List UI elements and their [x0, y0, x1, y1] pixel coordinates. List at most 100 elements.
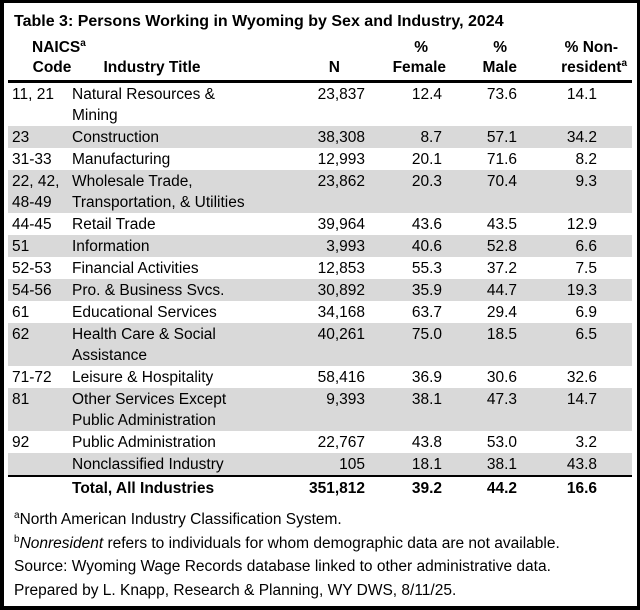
cell-naics-code: [8, 453, 72, 476]
table-row: 44-45 Retail Trade 39,964 43.6 43.5 12.9: [8, 213, 632, 235]
cell-pct-nonresident: 14.1: [566, 86, 597, 103]
table-row: 31-33 Manufacturing 12,993 20.1 71.6 8.2: [8, 148, 632, 170]
table-row: 51 Information 3,993 40.6 52.8 6.6: [8, 235, 632, 257]
cell-n: 12,993: [317, 151, 365, 168]
cell-n: 34,168: [317, 304, 365, 321]
cell-pct-female: 43.8: [411, 434, 442, 451]
cell-industry-title: Financial Activities: [72, 260, 199, 277]
cell-pct-male: 43.5: [486, 216, 517, 233]
cell-n: 39,964: [317, 216, 365, 233]
cell-pct-nonresident: 16.6: [566, 480, 597, 497]
table-row: 61 Educational Services 34,168 63.7 29.4…: [8, 301, 632, 323]
cell-pct-female: 35.9: [411, 282, 442, 299]
cell-pct-nonresident: 34.2: [566, 129, 597, 146]
cell-n: 30,892: [317, 282, 365, 299]
cell-pct-nonresident: 6.5: [575, 326, 597, 343]
cell-pct-female: 20.1: [411, 151, 442, 168]
cell-n: 3,993: [326, 238, 365, 255]
cell-pct-female: 63.7: [411, 304, 442, 321]
cell-n: 351,812: [308, 480, 365, 497]
cell-pct-nonresident: 12.9: [566, 216, 597, 233]
cell-pct-male: 44.2: [486, 480, 517, 497]
cell-pct-nonresident: 6.6: [575, 238, 597, 255]
cell-pct-male: 47.3: [486, 391, 517, 408]
cell-naics-code: 22, 42, 48-49: [12, 173, 60, 211]
footnote-line: bNonresident refers to individuals for w…: [14, 533, 560, 552]
table-row: 81 Other Services Except Public Administ…: [8, 388, 632, 431]
cell-naics-code: 51: [12, 238, 30, 255]
table-row: 54-56 Pro. & Business Svcs. 30,892 35.9 …: [8, 279, 632, 301]
cell-n: 105: [339, 456, 365, 473]
table-header: NAICSa Code Industry Title N % Female %: [8, 38, 632, 82]
cell-n: 23,862: [317, 173, 365, 190]
table-row: 52-53 Financial Activities 12,853 55.3 3…: [8, 257, 632, 279]
cell-pct-female: 8.7: [420, 129, 442, 146]
cell-industry-title: Educational Services: [72, 304, 217, 321]
cell-industry-title: Retail Trade: [72, 216, 156, 233]
cell-pct-nonresident: 8.2: [575, 151, 597, 168]
cell-pct-nonresident: 6.9: [575, 304, 597, 321]
cell-pct-nonresident: 19.3: [566, 282, 597, 299]
cell-pct-nonresident: 43.8: [566, 456, 597, 473]
cell-pct-female: 43.6: [411, 216, 442, 233]
cell-naics-code: 11, 21: [12, 86, 54, 103]
cell-pct-male: 52.8: [486, 238, 517, 255]
cell-pct-male: 38.1: [486, 456, 517, 473]
cell-pct-female: 55.3: [411, 260, 442, 277]
cell-industry-title: Other Services Except Public Administrat…: [72, 391, 227, 429]
table-row: Nonclassified Industry 105 18.1 38.1 43.…: [8, 453, 632, 476]
cell-naics-code: 54-56: [12, 282, 52, 299]
cell-pct-male: 30.6: [486, 369, 517, 386]
cell-n: 40,261: [317, 326, 365, 343]
cell-industry-title: Information: [72, 238, 150, 255]
cell-industry-title: Pro. & Business Svcs.: [72, 282, 225, 299]
cell-n: 58,416: [317, 369, 365, 386]
cell-pct-male: 57.1: [486, 129, 517, 146]
cell-pct-male: 71.6: [486, 151, 517, 168]
cell-industry-title: Wholesale Trade, Transportation, & Utili…: [72, 173, 245, 211]
cell-pct-male: 73.6: [486, 86, 517, 103]
footnote-marker-a: a: [80, 37, 86, 49]
cell-industry-title: Natural Resources & Mining: [72, 86, 216, 124]
cell-pct-female: 75.0: [411, 326, 442, 343]
cell-pct-female: 38.1: [411, 391, 442, 408]
cell-pct-male: 53.0: [486, 434, 517, 451]
cell-naics-code: 81: [12, 391, 30, 408]
cell-industry-title: Health Care & Social Assistance: [72, 326, 216, 364]
cell-n: 9,393: [326, 391, 365, 408]
col-header-n: N: [328, 59, 340, 76]
cell-industry-title: Nonclassified Industry: [72, 456, 224, 473]
cell-pct-male: 44.7: [486, 282, 517, 299]
total-row: Total, All Industries 351,812 39.2 44.2 …: [8, 476, 632, 501]
cell-pct-female: 18.1: [411, 456, 442, 473]
cell-pct-male: 29.4: [486, 304, 517, 321]
cell-naics-code: 52-53: [12, 260, 52, 277]
cell-naics-code: [8, 476, 72, 501]
cell-pct-nonresident: 7.5: [575, 260, 597, 277]
cell-naics-code: 31-33: [12, 151, 52, 168]
cell-pct-nonresident: 32.6: [566, 369, 597, 386]
cell-pct-male: 37.2: [486, 260, 517, 277]
cell-pct-nonresident: 14.7: [566, 391, 597, 408]
table-row: 71-72 Leisure & Hospitality 58,416 36.9 …: [8, 366, 632, 388]
cell-n: 22,767: [317, 434, 365, 451]
cell-industry-title: Public Administration: [72, 434, 216, 451]
col-header-pct-male: % Male: [482, 39, 517, 76]
cell-industry-title: Total, All Industries: [72, 480, 215, 497]
industry-table: NAICSa Code Industry Title N % Female %: [8, 38, 632, 501]
cell-pct-female: 40.6: [411, 238, 442, 255]
footnote-line: aNorth American Industry Classification …: [14, 509, 342, 528]
col-header-pct-nonresident: % Non- residenta: [561, 39, 627, 76]
cell-pct-male: 18.5: [486, 326, 517, 343]
table-row: 22, 42, 48-49 Wholesale Trade, Transport…: [8, 170, 632, 213]
cell-industry-title: Manufacturing: [72, 151, 171, 168]
table-title: Table 3: Persons Working in Wyoming by S…: [14, 13, 504, 30]
table-row: 11, 21 Natural Resources & Mining 23,837…: [8, 82, 632, 127]
footnote-marker: b: [14, 533, 20, 545]
cell-pct-female: 12.4: [411, 86, 442, 103]
cell-naics-code: 44-45: [12, 216, 52, 233]
cell-n: 12,853: [317, 260, 365, 277]
cell-pct-female: 36.9: [411, 369, 442, 386]
cell-n: 38,308: [317, 129, 365, 146]
